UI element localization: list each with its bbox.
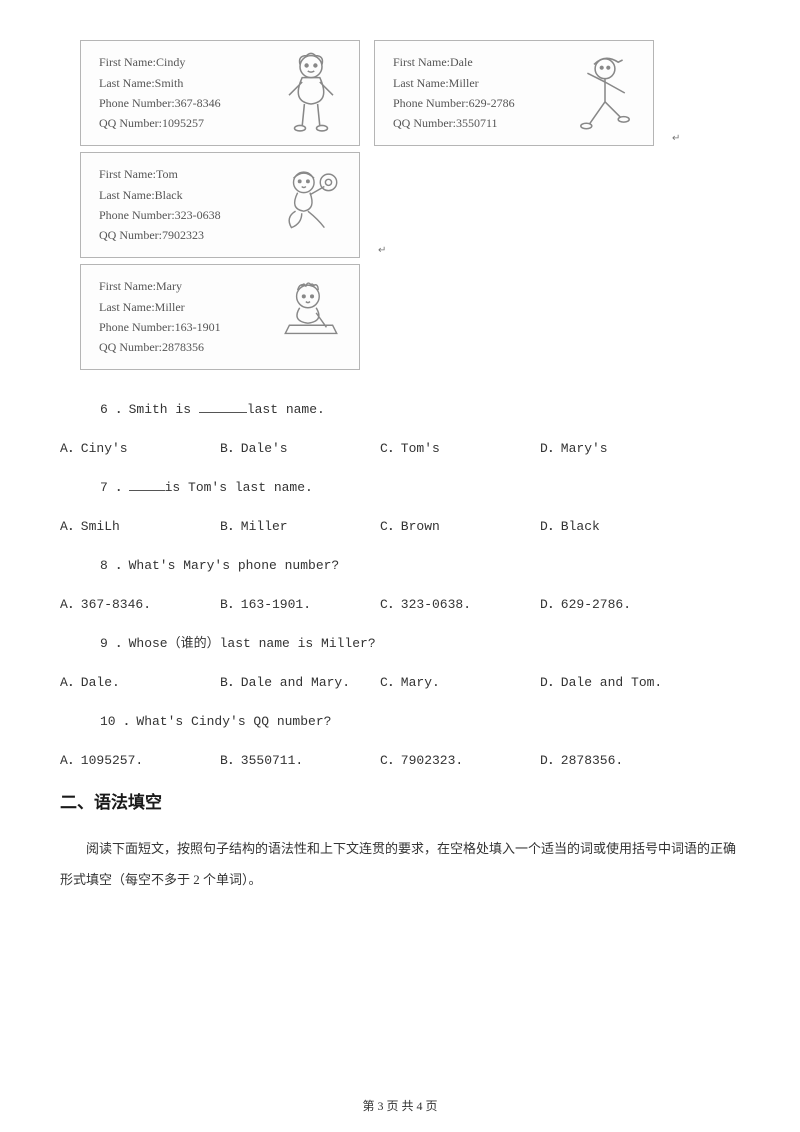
- tom-last: Last Name:Black: [99, 185, 221, 205]
- section-2-heading: 二、语法填空: [60, 788, 740, 813]
- q10-A[interactable]: A．1095257.: [60, 749, 220, 768]
- q7-A[interactable]: A．SmiLh: [60, 515, 220, 534]
- q6-B[interactable]: B．Dale's: [220, 437, 380, 456]
- tom-illustration: [275, 161, 347, 249]
- dale-first: First Name:Dale: [393, 52, 515, 72]
- cindy-illustration: [275, 49, 347, 137]
- question-8: 8 ．What's Mary's phone number?: [100, 554, 740, 573]
- q6-blank: [199, 401, 247, 413]
- q9-D[interactable]: D．Dale and Tom.: [540, 671, 700, 690]
- q7-options: A．SmiLh B．Miller C．Brown D．Black: [60, 515, 740, 534]
- q10-B[interactable]: B．3550711.: [220, 749, 380, 768]
- dale-illustration: [569, 49, 641, 137]
- q9-B[interactable]: B．Dale and Mary.: [220, 671, 380, 690]
- q6-C[interactable]: C．Tom's: [380, 437, 540, 456]
- card-mary: First Name:Mary Last Name:Miller Phone N…: [80, 264, 360, 370]
- q8-D[interactable]: D．629-2786.: [540, 593, 700, 612]
- mary-illustration: [275, 273, 347, 361]
- q8-B[interactable]: B．163-1901.: [220, 593, 380, 612]
- mary-last: Last Name:Miller: [99, 297, 221, 317]
- q8-C[interactable]: C．323-0638.: [380, 593, 540, 612]
- q7-B[interactable]: B．Miller: [220, 515, 380, 534]
- question-6: 6 ．Smith is last name.: [100, 398, 740, 417]
- card-dale: First Name:Dale Last Name:Miller Phone N…: [374, 40, 654, 146]
- mary-phone: Phone Number:163-1901: [99, 317, 221, 337]
- q6-post: last name.: [247, 402, 325, 417]
- q10-D[interactable]: D．2878356.: [540, 749, 700, 768]
- dale-phone: Phone Number:629-2786: [393, 93, 515, 113]
- q7-C[interactable]: C．Brown: [380, 515, 540, 534]
- q9-C[interactable]: C．Mary.: [380, 671, 540, 690]
- tom-phone: Phone Number:323-0638: [99, 205, 221, 225]
- card-row-2: First Name:Tom Last Name:Black Phone Num…: [80, 152, 740, 258]
- q6-A[interactable]: A．Ciny's: [60, 437, 220, 456]
- q7-post: is Tom's last name.: [165, 480, 313, 495]
- question-9: 9 ．Whose（谁的）last name is Miller?: [100, 632, 740, 651]
- q8-options: A．367-8346. B．163-1901. C．323-0638. D．62…: [60, 593, 740, 612]
- cindy-first: First Name:Cindy: [99, 52, 221, 72]
- card-mary-text: First Name:Mary Last Name:Miller Phone N…: [99, 276, 221, 358]
- dale-last: Last Name:Miller: [393, 73, 515, 93]
- q8-A[interactable]: A．367-8346.: [60, 593, 220, 612]
- tom-qq: QQ Number:7902323: [99, 225, 221, 245]
- card-tom-text: First Name:Tom Last Name:Black Phone Num…: [99, 164, 221, 246]
- card-tom: First Name:Tom Last Name:Black Phone Num…: [80, 152, 360, 258]
- questions-block: 6 ．Smith is last name. A．Ciny's B．Dale's…: [60, 398, 740, 768]
- section-2-instruction: 阅读下面短文，按照句子结构的语法性和上下文连贯的要求，在空格处填入一个适当的词或…: [60, 833, 740, 895]
- q6-pre: 6 ．Smith is: [100, 402, 199, 417]
- info-cards-area: First Name:Cindy Last Name:Smith Phone N…: [80, 40, 740, 370]
- card-dale-text: First Name:Dale Last Name:Miller Phone N…: [393, 52, 515, 134]
- q9-A[interactable]: A．Dale.: [60, 671, 220, 690]
- q6-options: A．Ciny's B．Dale's C．Tom's D．Mary's: [60, 437, 740, 456]
- question-7: 7 ． is Tom's last name.: [100, 476, 740, 495]
- card-cindy-text: First Name:Cindy Last Name:Smith Phone N…: [99, 52, 221, 134]
- q7-pre: 7 ．: [100, 480, 129, 495]
- cindy-qq: QQ Number:1095257: [99, 113, 221, 133]
- line-end-mark-2: ↵: [378, 245, 386, 256]
- cindy-last: Last Name:Smith: [99, 73, 221, 93]
- mary-qq: QQ Number:2878356: [99, 337, 221, 357]
- dale-qq: QQ Number:3550711: [393, 113, 515, 133]
- q10-C[interactable]: C．7902323.: [380, 749, 540, 768]
- question-10: 10 ．What's Cindy's QQ number?: [100, 710, 740, 729]
- line-end-mark-1: ↵: [672, 133, 680, 144]
- mary-first: First Name:Mary: [99, 276, 221, 296]
- q10-options: A．1095257. B．3550711. C．7902323. D．28783…: [60, 749, 740, 768]
- card-row-1: First Name:Cindy Last Name:Smith Phone N…: [80, 40, 740, 146]
- q6-D[interactable]: D．Mary's: [540, 437, 700, 456]
- q9-options: A．Dale. B．Dale and Mary. C．Mary. D．Dale …: [60, 671, 740, 690]
- cindy-phone: Phone Number:367-8346: [99, 93, 221, 113]
- card-row-3: First Name:Mary Last Name:Miller Phone N…: [80, 264, 740, 370]
- page-footer: 第 3 页 共 4 页: [0, 1097, 800, 1114]
- card-cindy: First Name:Cindy Last Name:Smith Phone N…: [80, 40, 360, 146]
- q7-D[interactable]: D．Black: [540, 515, 700, 534]
- tom-first: First Name:Tom: [99, 164, 221, 184]
- q7-blank: [129, 479, 165, 491]
